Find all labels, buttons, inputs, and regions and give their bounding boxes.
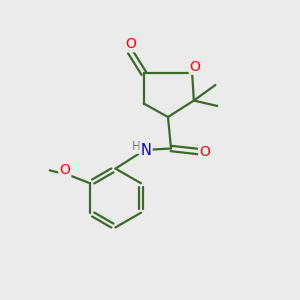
Text: O: O [59,163,70,176]
Text: H: H [132,140,141,153]
Text: O: O [199,145,210,158]
Text: N: N [141,143,152,158]
Text: O: O [190,60,201,74]
Text: O: O [125,37,136,51]
